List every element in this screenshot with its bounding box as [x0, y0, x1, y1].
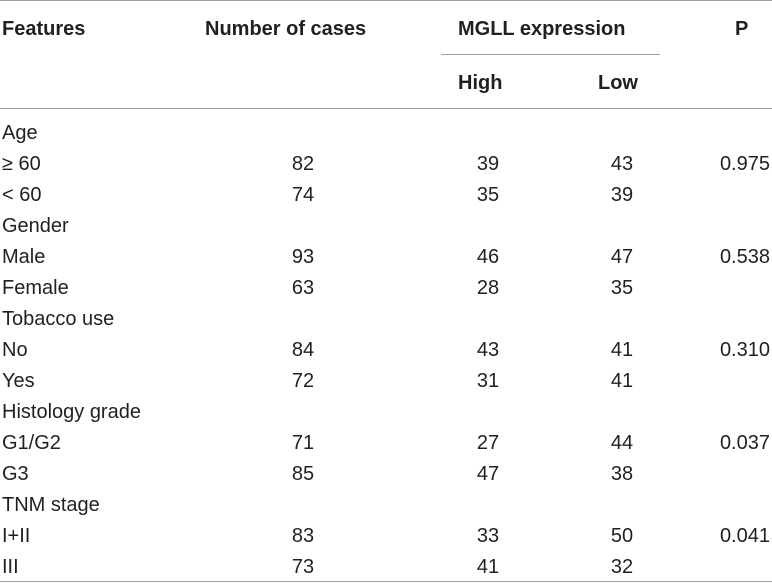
- cell-low: 50: [610, 525, 634, 547]
- table-row: G3 85 47 38: [0, 459, 772, 490]
- table-row: Male 93 46 47 0.538: [0, 242, 772, 273]
- table-top-rule: [0, 0, 772, 1]
- cell-p: 0.037: [719, 432, 770, 454]
- cell-cases: 83: [291, 525, 315, 547]
- expression-subheader-rule: [441, 54, 660, 55]
- cell-high: 43: [476, 339, 500, 361]
- cell-p: 0.310: [719, 339, 770, 361]
- table-row: < 60 74 35 39: [0, 180, 772, 211]
- row-label: TNM stage: [2, 494, 100, 516]
- cell-high: 41: [476, 556, 500, 578]
- cell-cases: 85: [291, 463, 315, 485]
- row-label: Histology grade: [2, 401, 141, 423]
- row-label: Female: [2, 277, 69, 299]
- cell-p: 0.041: [719, 525, 770, 547]
- cell-high: 39: [476, 153, 500, 175]
- table-row: G1/G2 71 27 44 0.037: [0, 428, 772, 459]
- table-row: Female 63 28 35: [0, 273, 772, 304]
- header-high: High: [458, 72, 503, 94]
- cell-cases: 93: [291, 246, 315, 268]
- table-row: I+II 83 33 50 0.041: [0, 521, 772, 552]
- cell-high: 27: [476, 432, 500, 454]
- row-label: G1/G2: [2, 432, 61, 454]
- table-row: Yes 72 31 41: [0, 366, 772, 397]
- row-label: Yes: [2, 370, 35, 392]
- row-label: III: [2, 556, 19, 578]
- table-row: TNM stage: [0, 490, 772, 521]
- header-mgll-expression: MGLL expression: [458, 18, 626, 40]
- table-row: Tobacco use: [0, 304, 772, 335]
- header-bottom-rule: [0, 108, 772, 109]
- cell-low: 41: [610, 370, 634, 392]
- cell-low: 39: [610, 184, 634, 206]
- cell-low: 35: [610, 277, 634, 299]
- header-number-of-cases: Number of cases: [205, 18, 367, 40]
- table-row: Gender: [0, 211, 772, 242]
- row-label: G3: [2, 463, 29, 485]
- cell-low: 47: [610, 246, 634, 268]
- cell-cases: 82: [291, 153, 315, 175]
- cell-p: 0.975: [719, 153, 770, 175]
- row-label: Gender: [2, 215, 69, 237]
- cell-cases: 74: [291, 184, 315, 206]
- cell-high: 35: [476, 184, 500, 206]
- row-label: Male: [2, 246, 46, 268]
- cell-low: 38: [610, 463, 634, 485]
- table-bottom-rule: [0, 581, 772, 582]
- cell-cases: 84: [291, 339, 315, 361]
- cell-low: 32: [610, 556, 634, 578]
- cell-cases: 63: [291, 277, 315, 299]
- cell-cases: 73: [291, 556, 315, 578]
- cell-high: 47: [476, 463, 500, 485]
- table-row: Age: [0, 118, 772, 149]
- cell-low: 41: [610, 339, 634, 361]
- cell-low: 44: [610, 432, 634, 454]
- row-label: I+II: [2, 525, 31, 547]
- table-row: III 73 41 32: [0, 552, 772, 583]
- row-label: Tobacco use: [2, 308, 115, 330]
- row-label: No: [2, 339, 28, 361]
- cell-high: 31: [476, 370, 500, 392]
- cell-low: 43: [610, 153, 634, 175]
- header-low: Low: [598, 72, 638, 94]
- table-row: ≥ 60 82 39 43 0.975: [0, 149, 772, 180]
- table-row: Histology grade: [0, 397, 772, 428]
- cell-p: 0.538: [719, 246, 770, 268]
- cell-high: 28: [476, 277, 500, 299]
- header-features: Features: [2, 18, 86, 40]
- row-label: ≥ 60: [2, 153, 41, 175]
- table-row: No 84 43 41 0.310: [0, 335, 772, 366]
- row-label: < 60: [2, 184, 42, 206]
- header-p: P: [735, 18, 749, 40]
- cell-high: 46: [476, 246, 500, 268]
- row-label: Age: [2, 122, 38, 144]
- cell-cases: 71: [291, 432, 315, 454]
- cell-high: 33: [476, 525, 500, 547]
- cell-cases: 72: [291, 370, 315, 392]
